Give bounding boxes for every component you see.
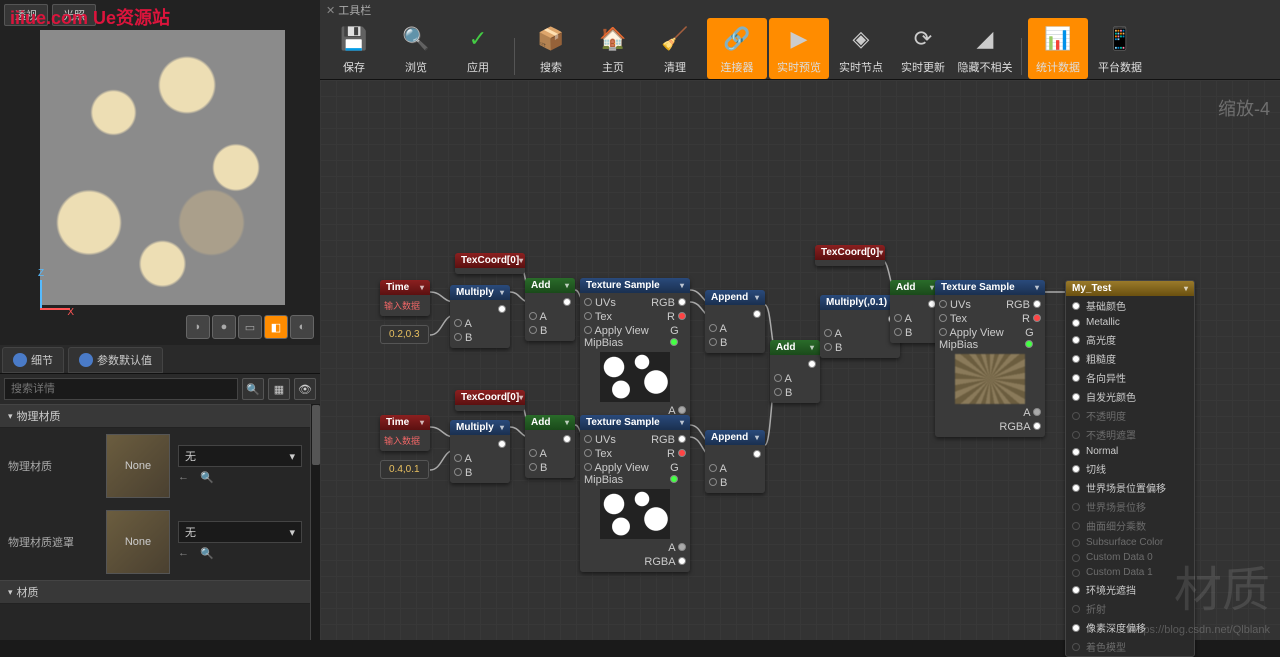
toolbar-主页-button[interactable]: 🏠主页 bbox=[583, 18, 643, 79]
watermark-top: iiiue.com Ue资源站 bbox=[10, 4, 170, 30]
shape-custom-button[interactable]: ◐ bbox=[290, 315, 314, 339]
browse-icon[interactable]: 🔍 bbox=[200, 547, 218, 563]
zoom-level-label: 缩放-4 bbox=[1218, 95, 1270, 121]
node-add2[interactable]: Add A B bbox=[525, 415, 575, 478]
node-append1[interactable]: Append A B bbox=[705, 290, 765, 353]
shape-cylinder-button[interactable]: ◗ bbox=[186, 315, 210, 339]
node-mult2[interactable]: Multiply A B bbox=[450, 420, 510, 483]
const-node[interactable]: 0.4,0.1 bbox=[380, 460, 429, 479]
preview-canvas[interactable] bbox=[40, 30, 285, 305]
toolbar-title: 工具栏 bbox=[326, 2, 371, 18]
toolbar-保存-button[interactable]: 💾保存 bbox=[324, 18, 384, 79]
shape-sphere-button[interactable]: ● bbox=[212, 315, 236, 339]
section-material[interactable]: 材质 bbox=[0, 580, 310, 604]
node-ts3[interactable]: Texture Sample UVsRGB TexR Apply View Mi… bbox=[935, 280, 1045, 437]
tab-details-label: 细节 bbox=[31, 352, 53, 368]
node-texcoord3[interactable]: TexCoord[0] bbox=[815, 245, 885, 266]
search-input[interactable] bbox=[4, 378, 238, 400]
prop-phys-mask: 物理材质遮罩 None 无▾ ←🔍 bbox=[0, 504, 310, 580]
node-time1[interactable]: Time输入数据 bbox=[380, 280, 430, 316]
phys-dropdown[interactable]: 无▾ bbox=[178, 445, 302, 467]
material-preview[interactable]: 透视 光照 ◗ ● ▭ ◧ ◐ bbox=[0, 0, 320, 345]
search-icon[interactable]: 🔍 bbox=[242, 378, 264, 400]
tab-details[interactable]: 细节 bbox=[2, 347, 64, 373]
toolbar-实时预览-button[interactable]: ▶实时预览 bbox=[769, 18, 829, 79]
axis-gizmo bbox=[30, 280, 70, 320]
shape-cube-button[interactable]: ◧ bbox=[264, 315, 288, 339]
toolbar-连接器-button[interactable]: 🔗连接器 bbox=[707, 18, 767, 79]
scrollbar[interactable] bbox=[310, 404, 320, 640]
node-texcoord1[interactable]: TexCoord[0] bbox=[455, 253, 525, 274]
grid-icon[interactable]: ▦ bbox=[268, 378, 290, 400]
node-add3[interactable]: Add A B bbox=[770, 340, 820, 403]
material-thumb[interactable]: None bbox=[106, 510, 170, 574]
phys-mask-dropdown[interactable]: 无▾ bbox=[178, 521, 302, 543]
prop-phys-material: 物理材质 None 无▾ ←🔍 bbox=[0, 428, 310, 504]
toolbar-搜索-button[interactable]: 📦搜索 bbox=[521, 18, 581, 79]
watermark-bottom: 材质 bbox=[1174, 550, 1270, 620]
preview-shape-buttons: ◗ ● ▭ ◧ ◐ bbox=[186, 315, 314, 339]
node-texcoord2[interactable]: TexCoord[0] bbox=[455, 390, 525, 411]
toolbar-清理-button[interactable]: 🧹清理 bbox=[645, 18, 705, 79]
node-add4[interactable]: Add A B bbox=[890, 280, 940, 343]
node-ts1[interactable]: Texture Sample UVsRGB TexR Apply View Mi… bbox=[580, 278, 690, 435]
prop-label: 物理材质遮罩 bbox=[8, 534, 98, 550]
node-mult1[interactable]: Multiply A B bbox=[450, 285, 510, 348]
material-thumb[interactable]: None bbox=[106, 434, 170, 498]
toolbar-实时节点-button[interactable]: ◈实时节点 bbox=[831, 18, 891, 79]
tab-param-defaults[interactable]: 参数默认值 bbox=[68, 347, 163, 373]
toolbar-应用-button[interactable]: ✓应用 bbox=[448, 18, 508, 79]
node-mult3[interactable]: Multiply(,0.1) A B bbox=[820, 295, 900, 358]
prop-label: 物理材质 bbox=[8, 458, 98, 474]
use-arrow-icon[interactable]: ← bbox=[178, 471, 196, 487]
node-add1[interactable]: Add A B bbox=[525, 278, 575, 341]
toolbar-隐藏不相关-button[interactable]: ◢隐藏不相关 bbox=[955, 18, 1015, 79]
toolbar-统计数据-button[interactable]: 📊统计数据 bbox=[1028, 18, 1088, 79]
toolbar-平台数据-button[interactable]: 📱平台数据 bbox=[1090, 18, 1150, 79]
node-graph[interactable]: Time输入数据TexCoord[0]0.2,0.3Multiply A BAd… bbox=[320, 80, 1280, 640]
watermark-url: https://blog.csdn.net/Qlblank bbox=[1131, 624, 1270, 636]
info-icon bbox=[13, 353, 27, 367]
info-icon bbox=[79, 353, 93, 367]
node-append2[interactable]: Append A B bbox=[705, 430, 765, 493]
toolbar: 工具栏 💾保存🔍浏览✓应用📦搜索🏠主页🧹清理🔗连接器▶实时预览◈实时节点⟳实时更… bbox=[320, 0, 1280, 80]
node-time2[interactable]: Time输入数据 bbox=[380, 415, 430, 451]
tab-param-label: 参数默认值 bbox=[97, 352, 152, 368]
toolbar-浏览-button[interactable]: 🔍浏览 bbox=[386, 18, 446, 79]
toolbar-实时更新-button[interactable]: ⟳实时更新 bbox=[893, 18, 953, 79]
const-node[interactable]: 0.2,0.3 bbox=[380, 325, 429, 344]
use-arrow-icon[interactable]: ← bbox=[178, 547, 196, 563]
section-physical-material[interactable]: 物理材质 bbox=[0, 404, 310, 428]
browse-icon[interactable]: 🔍 bbox=[200, 471, 218, 487]
node-ts2[interactable]: Texture Sample UVsRGB TexR Apply View Mi… bbox=[580, 415, 690, 572]
shape-plane-button[interactable]: ▭ bbox=[238, 315, 262, 339]
eye-icon[interactable]: 👁 bbox=[294, 378, 316, 400]
